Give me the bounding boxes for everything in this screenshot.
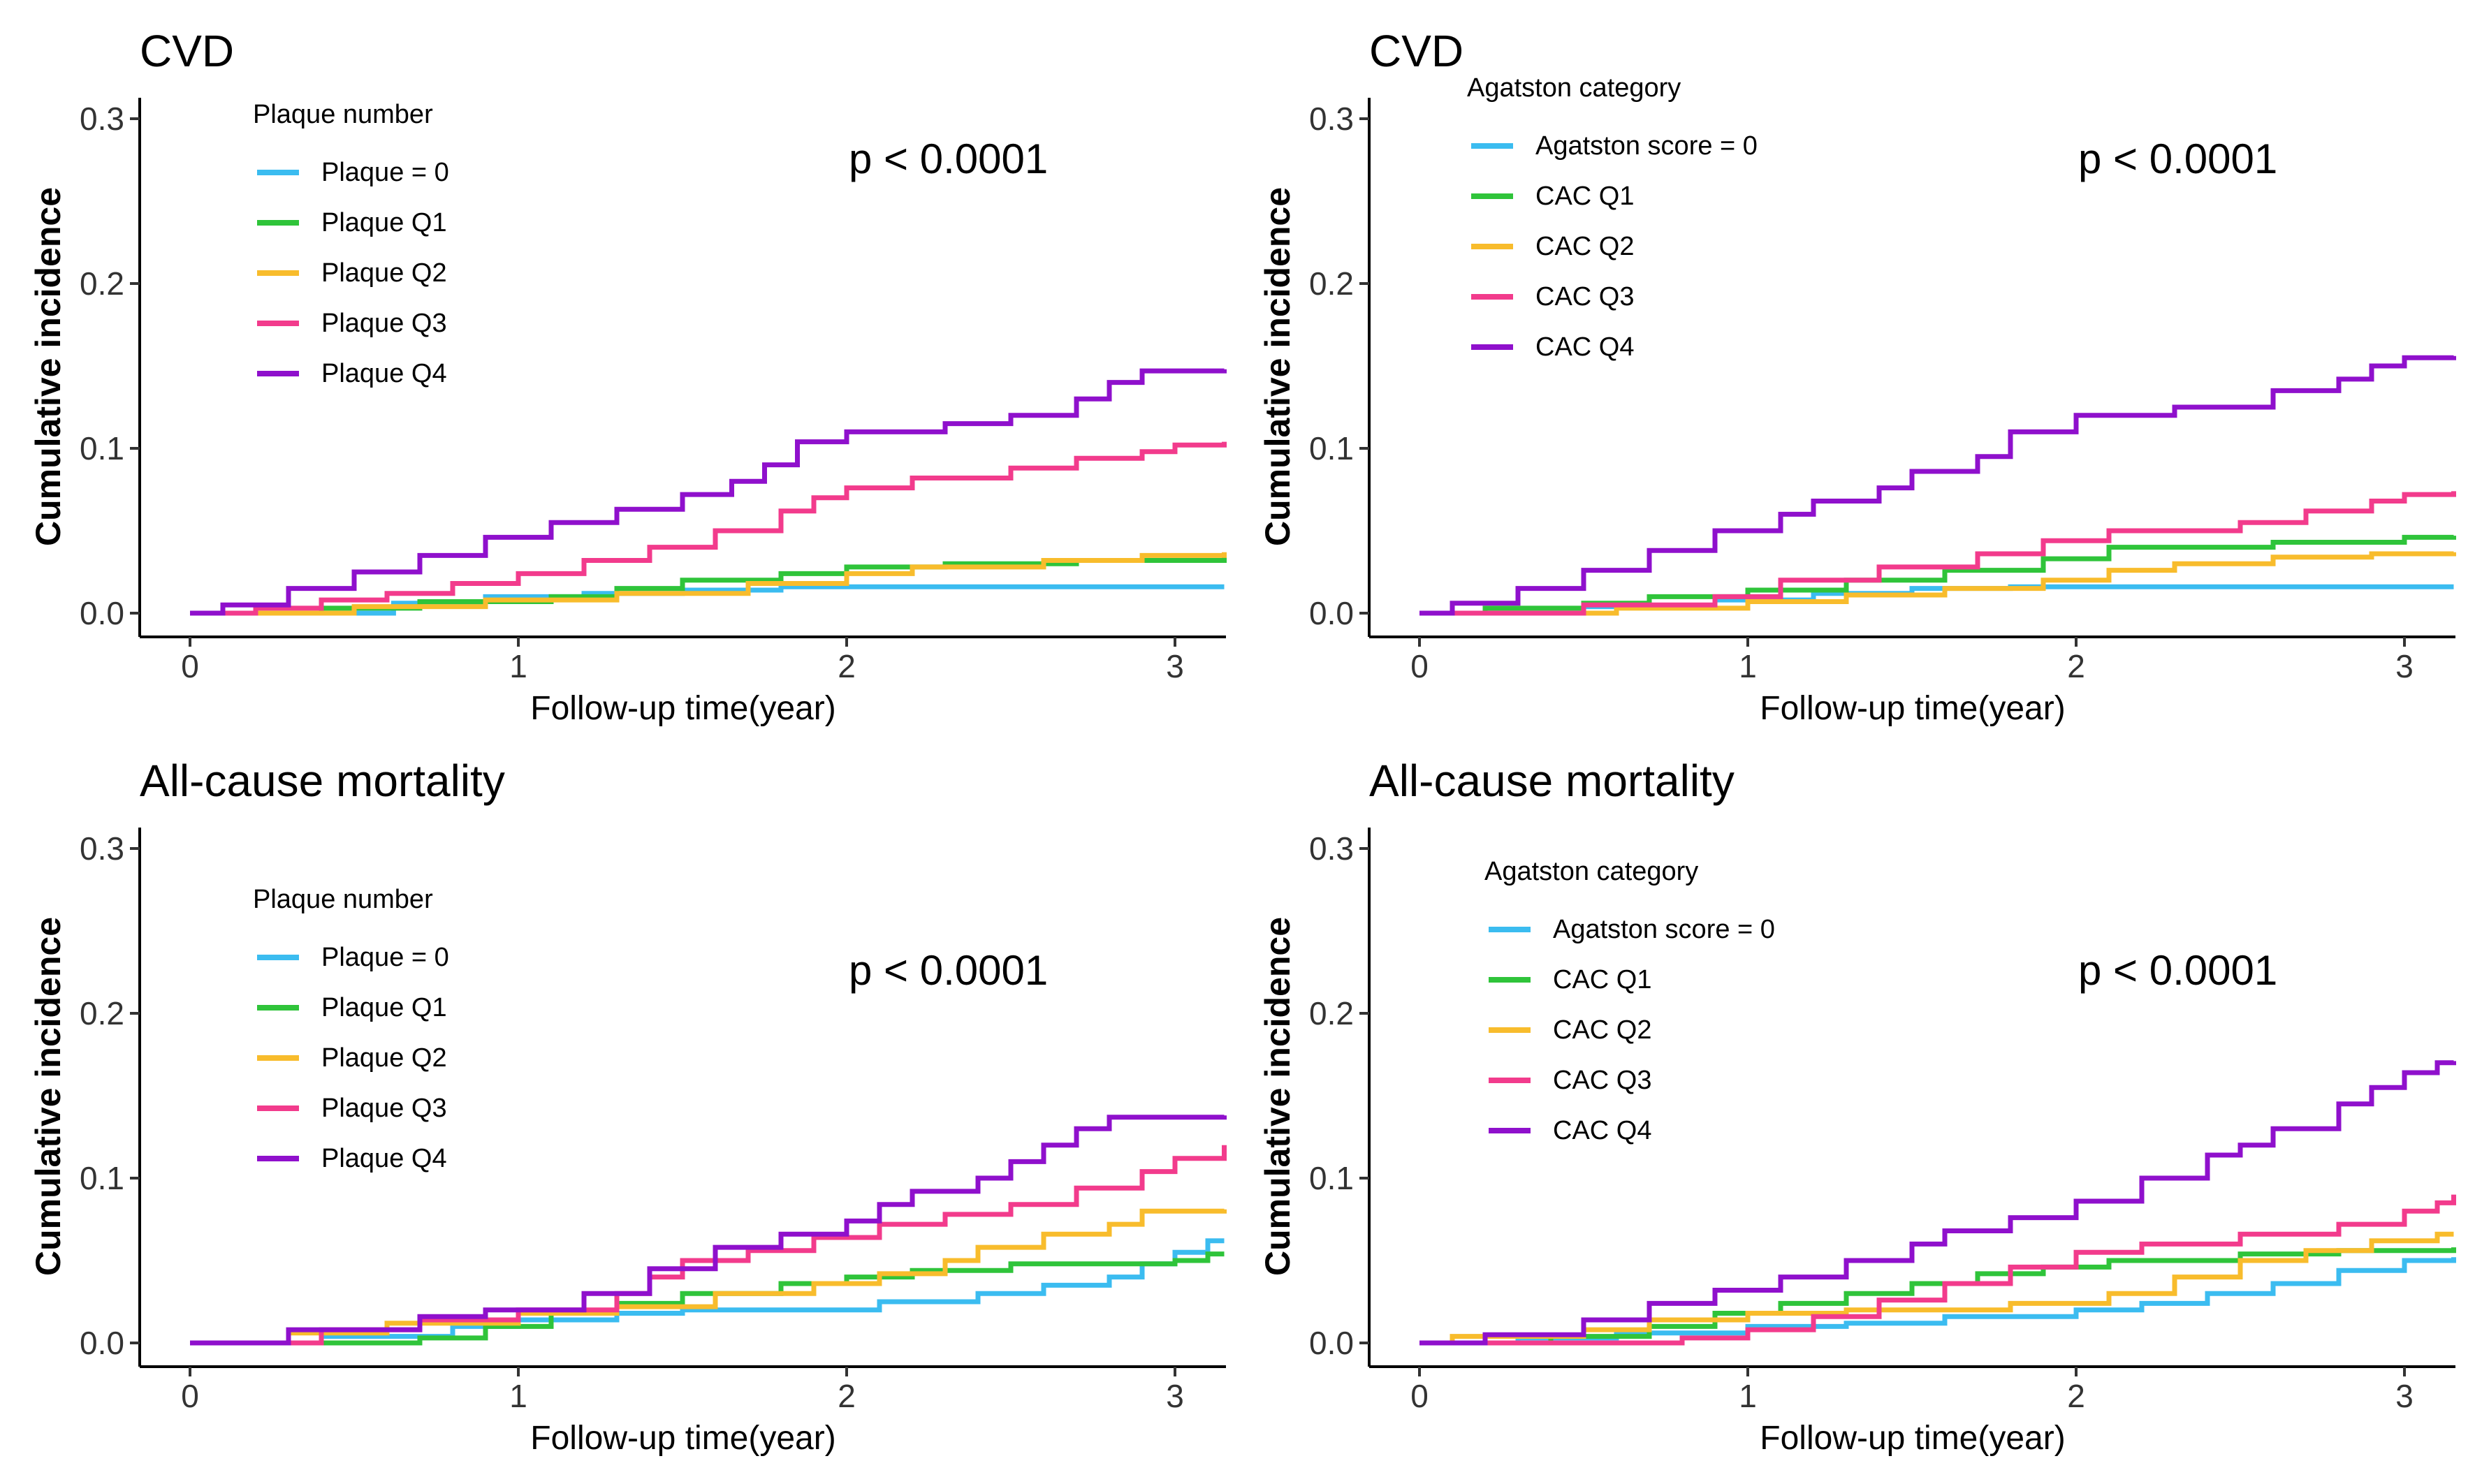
series-line-3: [190, 552, 1227, 616]
series-line-5: [190, 1115, 1227, 1346]
legend-label-4: Plaque Q3: [321, 309, 447, 338]
y-tick-label: 0.1: [1309, 1160, 1354, 1196]
legend: Agatston category Agatston score = 0 CAC Q…: [1467, 73, 1758, 362]
x-tick-label: 2: [2067, 648, 2085, 684]
legend-label-3: Plaque Q2: [321, 1043, 447, 1073]
y-tick-label: 0.2: [80, 265, 124, 302]
legend-label-1: Agatston score = 0: [1535, 131, 1758, 161]
y-tick-label: 0.3: [80, 830, 124, 867]
series-line-4: [1419, 1194, 2456, 1346]
panel-2: CVD 0.0 0.1 0.2 0.3 0 1 2 3 Follow-up time(year) C…: [1258, 26, 2456, 727]
y-tick-label: 0.0: [1309, 1325, 1354, 1361]
legend: Agatston category Agatston score = 0 CAC Q…: [1484, 857, 1775, 1145]
y-tick-label: 0.0: [80, 595, 124, 631]
legend-title: Plaque number: [253, 885, 433, 914]
y-axis-title: Cumulative incidence: [1258, 187, 1297, 546]
x-tick-label: 3: [1166, 1378, 1184, 1414]
x-axis-title: Follow-up time(year): [530, 1420, 835, 1457]
series-line-5: [190, 368, 1227, 616]
y-axis-title: Cumulative incidence: [1258, 917, 1297, 1276]
legend-title: Plaque number: [253, 100, 433, 129]
y-tick-label: 0.2: [1309, 265, 1354, 302]
y-tick-label: 0.1: [80, 430, 124, 466]
x-axis-title: Follow-up time(year): [1760, 1420, 2065, 1457]
y-axis-title: Cumulative incidence: [29, 917, 68, 1276]
legend-label-5: Plaque Q4: [321, 1144, 447, 1173]
legend-label-5: Plaque Q4: [321, 359, 447, 388]
legend-label-3: CAC Q2: [1535, 232, 1634, 261]
y-axis-title: Cumulative incidence: [29, 187, 68, 546]
series-line-4: [1419, 491, 2456, 616]
x-tick-label: 2: [838, 648, 856, 684]
legend: Plaque number Plaque = 0 Plaque Q1 Plaque Q…: [253, 100, 449, 388]
series-line-2: [1419, 534, 2456, 616]
x-tick-label: 3: [1166, 648, 1184, 684]
x-tick-label: 2: [838, 1378, 856, 1414]
legend-title: Agatston category: [1484, 857, 1698, 886]
x-tick-label: 1: [1739, 1378, 1757, 1414]
p-value-annotation: p < 0.0001: [2078, 947, 2277, 994]
x-tick-label: 1: [1739, 648, 1757, 684]
legend-label-1: Plaque = 0: [321, 158, 449, 187]
series-line-3: [1419, 1231, 2454, 1346]
legend-label-4: CAC Q3: [1553, 1066, 1651, 1095]
legend-label-2: Plaque Q1: [321, 993, 447, 1022]
x-tick-label: 0: [181, 1378, 199, 1414]
legend-label-4: Plaque Q3: [321, 1094, 447, 1123]
series-line-5: [1419, 1060, 2456, 1346]
legend-label-3: CAC Q2: [1553, 1015, 1651, 1045]
y-tick-label: 0.2: [1309, 995, 1354, 1031]
p-value-annotation: p < 0.0001: [2078, 135, 2277, 182]
series-line-3: [190, 1208, 1227, 1346]
x-tick-label: 0: [1410, 648, 1429, 684]
panel-3: All-cause mortality 0.0 0.1 0.2 0.3 0 1 2 3 Follo…: [29, 756, 1227, 1457]
y-tick-label: 0.3: [80, 101, 124, 137]
y-tick-label: 0.0: [1309, 595, 1354, 631]
legend-label-3: Plaque Q2: [321, 258, 447, 288]
legend-label-1: Agatston score = 0: [1553, 915, 1775, 944]
panel-title: CVD: [140, 26, 234, 76]
x-tick-label: 3: [2395, 648, 2414, 684]
legend-label-5: CAC Q4: [1553, 1116, 1651, 1145]
x-tick-label: 3: [2395, 1378, 2414, 1414]
legend-label-2: CAC Q1: [1553, 965, 1651, 994]
legend-label-1: Plaque = 0: [321, 943, 449, 972]
y-tick-label: 0.0: [80, 1325, 124, 1361]
panel-title: CVD: [1369, 26, 1463, 76]
series-line-3: [1419, 551, 2456, 616]
y-tick-label: 0.3: [1309, 101, 1354, 137]
x-axis-title: Follow-up time(year): [530, 690, 835, 727]
series-line-2: [190, 1251, 1225, 1346]
x-tick-label: 2: [2067, 1378, 2085, 1414]
x-tick-label: 0: [181, 648, 199, 684]
x-axis-title: Follow-up time(year): [1760, 690, 2065, 727]
legend-label-2: CAC Q1: [1535, 182, 1634, 211]
x-tick-label: 1: [509, 648, 527, 684]
legend-title: Agatston category: [1467, 73, 1681, 103]
panel-title: All-cause mortality: [1369, 756, 1735, 806]
p-value-annotation: p < 0.0001: [849, 947, 1048, 994]
x-tick-label: 1: [509, 1378, 527, 1414]
x-tick-label: 0: [1410, 1378, 1429, 1414]
p-value-annotation: p < 0.0001: [849, 135, 1048, 182]
series-line-1: [1419, 1257, 2456, 1346]
legend-label-5: CAC Q4: [1535, 332, 1634, 362]
series-line-4: [190, 1145, 1227, 1346]
legend-label-4: CAC Q3: [1535, 282, 1634, 311]
legend: Plaque number Plaque = 0 Plaque Q1 Plaque Q…: [253, 885, 449, 1173]
y-tick-label: 0.2: [80, 995, 124, 1031]
panel-4: All-cause mortality 0.0 0.1 0.2 0.3 0 1 2 3 Follo…: [1258, 756, 2456, 1457]
legend-label-2: Plaque Q1: [321, 208, 447, 237]
series-line-5: [1419, 355, 2456, 616]
series-line-4: [190, 441, 1227, 616]
panel-title: All-cause mortality: [140, 756, 505, 806]
panel-1: CVD 0.0 0.1 0.2 0.3 0 1 2 3 Follow-up time(year) C…: [29, 26, 1227, 727]
y-tick-label: 0.1: [1309, 430, 1354, 466]
y-tick-label: 0.3: [1309, 830, 1354, 867]
y-tick-label: 0.1: [80, 1160, 124, 1196]
